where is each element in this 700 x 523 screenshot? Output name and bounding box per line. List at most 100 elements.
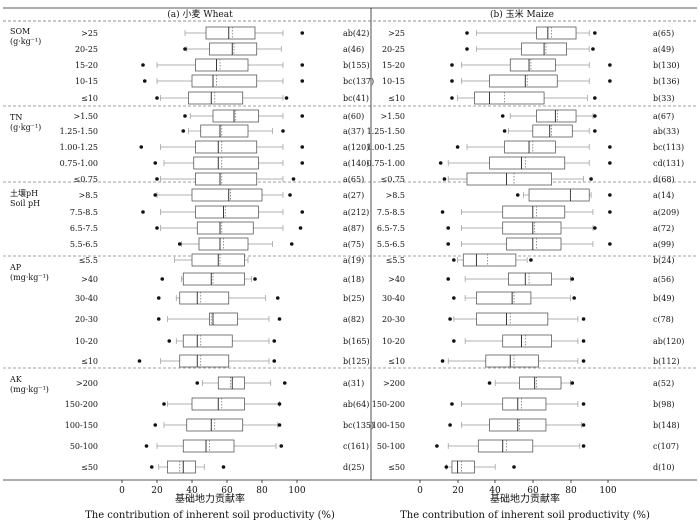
outlier-point	[487, 381, 492, 385]
outlier-point	[181, 129, 186, 133]
outlier-point	[465, 47, 469, 51]
outlier-point	[448, 317, 452, 321]
significance-label: ab(120)	[653, 337, 684, 346]
category-label: 5.5-6.5	[377, 240, 405, 249]
outlier-point	[593, 226, 597, 230]
x-axis-label-en: The contribution of inherent soil produc…	[85, 510, 335, 521]
category-label: ≤10	[81, 94, 98, 103]
box	[485, 354, 539, 368]
outlier-point	[500, 114, 505, 118]
box	[489, 156, 566, 170]
outlier-point	[275, 296, 280, 300]
category-label: 20-25	[75, 45, 98, 54]
box	[195, 205, 259, 219]
panel-title: (a) 小麦 Wheat	[167, 8, 233, 20]
outlier-point	[253, 277, 257, 281]
significance-label: a(82)	[343, 315, 364, 324]
significance-label: b(25)	[343, 294, 365, 303]
significance-label: a(56)	[653, 275, 674, 284]
box	[466, 172, 552, 186]
significance-label: d(25)	[343, 463, 365, 472]
outlier-point	[608, 161, 612, 165]
category-label: 0.75-1.00	[60, 159, 98, 168]
category-label: 20-30	[382, 315, 405, 324]
significance-label: b(33)	[653, 94, 675, 103]
outlier-point	[141, 63, 145, 67]
outlier-point	[570, 381, 575, 385]
box	[476, 312, 549, 326]
box	[188, 91, 244, 105]
significance-label: b(98)	[653, 400, 675, 409]
significance-label: a(212)	[343, 208, 369, 217]
box	[196, 221, 254, 235]
category-label: ≤10	[81, 357, 98, 366]
significance-label: a(120)	[343, 143, 369, 152]
box	[193, 156, 259, 170]
significance-label: a(65)	[343, 175, 364, 184]
x-tick-label: 100	[599, 486, 616, 496]
outlier-point	[272, 359, 277, 363]
significance-label: b(49)	[653, 294, 675, 303]
significance-label: a(27)	[343, 191, 364, 200]
significance-label: bc(41)	[343, 94, 369, 103]
category-label: 10-15	[75, 77, 98, 86]
outlier-point	[450, 79, 454, 83]
group-name: SOM	[10, 27, 30, 36]
box	[462, 253, 517, 267]
significance-label: a(49)	[653, 45, 674, 54]
outlier-point	[581, 444, 586, 448]
outlier-point	[155, 177, 159, 181]
significance-label: a(75)	[343, 240, 364, 249]
category-label: >8.5	[386, 191, 405, 200]
category-label: 20-30	[75, 315, 98, 324]
outlier-point	[156, 296, 161, 300]
significance-label: a(46)	[343, 45, 364, 54]
category-label: 0.75-1.00	[367, 159, 405, 168]
outlier-point	[502, 129, 507, 133]
outlier-point	[452, 258, 456, 262]
category-label: 1.00-1.25	[60, 143, 98, 152]
outlier-point	[435, 444, 439, 448]
outlier-point	[221, 465, 226, 469]
box	[182, 272, 245, 286]
outlier-point	[442, 177, 447, 181]
outlier-point	[515, 193, 520, 197]
outlier-point	[281, 129, 285, 133]
significance-label: b(125)	[343, 357, 370, 366]
group-unit: (g·kg⁻¹)	[10, 37, 41, 46]
box	[205, 26, 256, 40]
box	[200, 124, 249, 138]
category-label: 30-40	[75, 294, 98, 303]
outlier-point	[581, 359, 586, 363]
outlier-point	[167, 339, 172, 343]
outlier-point	[450, 402, 454, 406]
category-label: ≤50	[388, 463, 405, 472]
outlier-point	[272, 339, 277, 343]
outlier-point	[183, 47, 187, 51]
group-unit: (mg·kg⁻¹)	[10, 273, 49, 282]
outlier-point	[183, 114, 187, 118]
x-tick-label: 40	[489, 486, 501, 496]
category-label: 15-20	[382, 61, 405, 70]
significance-label: a(99)	[653, 240, 674, 249]
outlier-point	[450, 63, 454, 67]
outlier-point	[440, 210, 445, 214]
outlier-point	[300, 161, 305, 165]
category-label: >1.50	[380, 112, 405, 121]
box	[474, 91, 545, 105]
significance-label: a(140)	[343, 159, 369, 168]
box	[532, 124, 573, 138]
category-label: 6.5-7.5	[70, 224, 98, 233]
category-label: >200	[76, 379, 98, 388]
category-label: 30-40	[382, 294, 405, 303]
outlier-point	[446, 277, 451, 281]
panel-title: (b) 玉米 Maize	[490, 8, 554, 20]
outlier-point	[589, 177, 593, 181]
outlier-point	[448, 423, 452, 427]
outlier-point	[608, 145, 612, 149]
category-label: 7.5-8.5	[377, 208, 405, 217]
box	[179, 354, 230, 368]
significance-label: cd(131)	[653, 159, 684, 168]
category-label: 10-20	[75, 337, 98, 346]
